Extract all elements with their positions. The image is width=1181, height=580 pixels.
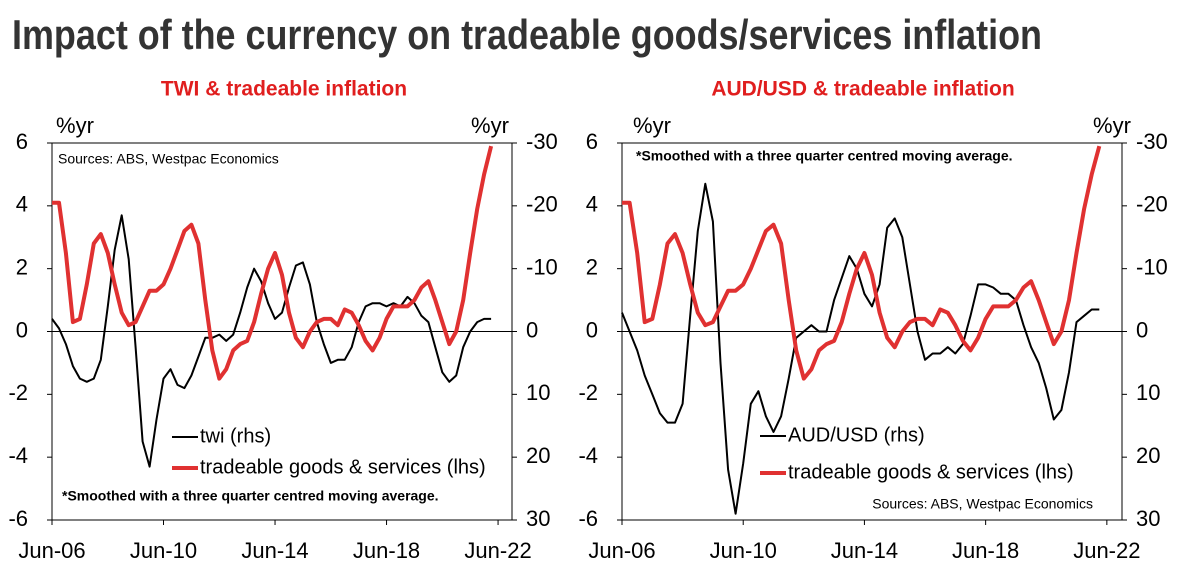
x-tick-label: Jun-06 <box>18 538 85 563</box>
sources: Sources: ABS, Westpac Economics <box>872 496 1093 512</box>
series-line <box>622 145 1102 381</box>
y2-tick-label: -30 <box>1136 129 1168 154</box>
y-tick-label: -2 <box>8 380 28 405</box>
y-tick-label: 4 <box>586 192 598 217</box>
y2-axis-label: %yr <box>471 113 509 138</box>
legend-label: tradeable goods & services (lhs) <box>200 456 486 478</box>
legend-label: tradeable goods & services (lhs) <box>788 461 1074 483</box>
x-tick-label: Jun-06 <box>588 538 655 563</box>
y2-tick-label: 10 <box>526 380 550 405</box>
y-tick-label: 0 <box>586 317 598 342</box>
x-tick-label: Jun-10 <box>130 538 197 563</box>
y-tick-label: 6 <box>586 129 598 154</box>
y-tick-label: 2 <box>586 254 598 279</box>
y2-tick-label: 20 <box>526 443 550 468</box>
y-tick-label: -2 <box>578 380 598 405</box>
legend-label: twi (rhs) <box>200 425 271 447</box>
x-tick-label: Jun-14 <box>241 538 308 563</box>
y2-tick-label: 30 <box>526 506 550 531</box>
y-tick-label: 6 <box>16 129 28 154</box>
sources: Sources: ABS, Westpac Economics <box>58 151 279 167</box>
panel-title: AUD/USD & tradeable inflation <box>711 78 1014 101</box>
y-tick-label: 2 <box>16 254 28 279</box>
series-line <box>621 182 1100 515</box>
y-axis-label: %yr <box>56 113 94 138</box>
y-tick-label: -6 <box>8 506 28 531</box>
x-tick-label: Jun-14 <box>831 538 898 563</box>
y2-tick-label: 10 <box>1136 380 1160 405</box>
y2-tick-label: 0 <box>526 317 538 342</box>
y-tick-label: -6 <box>578 506 598 531</box>
y2-tick-label: -10 <box>526 254 558 279</box>
y-tick-label: -4 <box>8 443 28 468</box>
series-line <box>51 214 492 468</box>
y2-tick-label: 0 <box>1136 317 1148 342</box>
y2-tick-label: -20 <box>1136 192 1168 217</box>
x-tick-label: Jun-18 <box>952 538 1019 563</box>
y-tick-label: -4 <box>578 443 598 468</box>
y-tick-label: 4 <box>16 192 28 217</box>
y-tick-label: 0 <box>16 317 28 342</box>
x-tick-label: Jun-10 <box>710 538 777 563</box>
panel-title: TWI & tradeable inflation <box>161 78 407 101</box>
x-tick-label: Jun-18 <box>353 538 420 563</box>
y2-tick-label: -10 <box>1136 254 1168 279</box>
y2-tick-label: 30 <box>1136 506 1160 531</box>
note: *Smoothed with a three quarter centred m… <box>636 148 1013 164</box>
main-title: Impact of the currency on tradeable good… <box>12 11 1042 58</box>
y2-axis-label: %yr <box>1093 113 1131 138</box>
y2-tick-label: -30 <box>526 129 558 154</box>
note: *Smoothed with a three quarter centred m… <box>62 488 439 504</box>
x-tick-label: Jun-22 <box>1073 538 1140 563</box>
y2-tick-label: 20 <box>1136 443 1160 468</box>
y-axis-label: %yr <box>633 113 671 138</box>
legend-label: AUD/USD (rhs) <box>788 424 925 446</box>
x-tick-label: Jun-22 <box>464 538 531 563</box>
series-line <box>52 145 494 381</box>
y2-tick-label: -20 <box>526 192 558 217</box>
